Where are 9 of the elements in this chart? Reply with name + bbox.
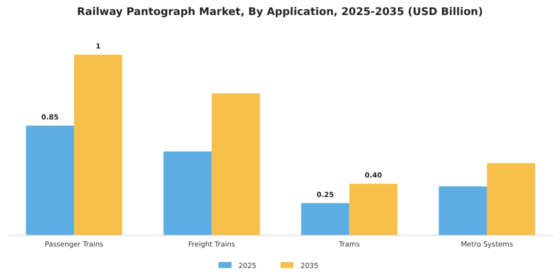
chart-title: Railway Pantograph Market, By Application, 2025-2035 (USD Billion) [77,6,483,18]
bar [349,184,398,236]
bar [74,54,122,236]
bar [26,126,74,236]
bar [438,186,487,236]
bar [212,93,260,236]
bar [301,203,350,236]
bar [486,163,536,236]
bar [164,151,212,236]
